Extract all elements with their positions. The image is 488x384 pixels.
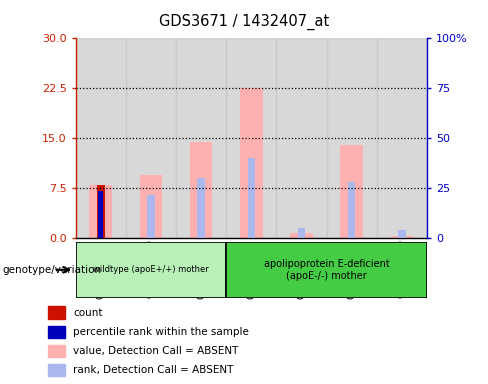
- Bar: [97, 185, 104, 238]
- Bar: [98, 192, 103, 238]
- Bar: [226, 38, 276, 238]
- Bar: [326, 38, 377, 238]
- Bar: [48, 345, 65, 357]
- Bar: [48, 326, 65, 338]
- Text: apolipoprotein E-deficient
(apoE-/-) mother: apolipoprotein E-deficient (apoE-/-) mot…: [264, 259, 389, 281]
- Bar: [126, 38, 176, 238]
- Text: wildtype (apoE+/+) mother: wildtype (apoE+/+) mother: [93, 265, 209, 274]
- Bar: [89, 185, 112, 238]
- Bar: [76, 242, 226, 298]
- Bar: [390, 236, 413, 238]
- Bar: [147, 195, 155, 238]
- Bar: [226, 242, 427, 298]
- Bar: [377, 38, 427, 238]
- Bar: [190, 142, 212, 238]
- Bar: [176, 38, 226, 238]
- Text: rank, Detection Call = ABSENT: rank, Detection Call = ABSENT: [73, 365, 234, 375]
- Bar: [48, 364, 65, 376]
- Bar: [298, 228, 305, 238]
- Bar: [348, 182, 355, 238]
- Bar: [290, 233, 313, 238]
- Bar: [276, 38, 326, 238]
- Bar: [240, 88, 263, 238]
- Text: percentile rank within the sample: percentile rank within the sample: [73, 327, 249, 337]
- Text: value, Detection Call = ABSENT: value, Detection Call = ABSENT: [73, 346, 239, 356]
- Bar: [341, 145, 363, 238]
- Bar: [48, 306, 65, 319]
- Bar: [76, 38, 126, 238]
- Bar: [398, 230, 406, 238]
- Bar: [197, 178, 205, 238]
- Bar: [97, 192, 104, 238]
- Text: genotype/variation: genotype/variation: [2, 265, 102, 275]
- Text: count: count: [73, 308, 103, 318]
- Text: GDS3671 / 1432407_at: GDS3671 / 1432407_at: [159, 13, 329, 30]
- Bar: [247, 158, 255, 238]
- Bar: [140, 175, 162, 238]
